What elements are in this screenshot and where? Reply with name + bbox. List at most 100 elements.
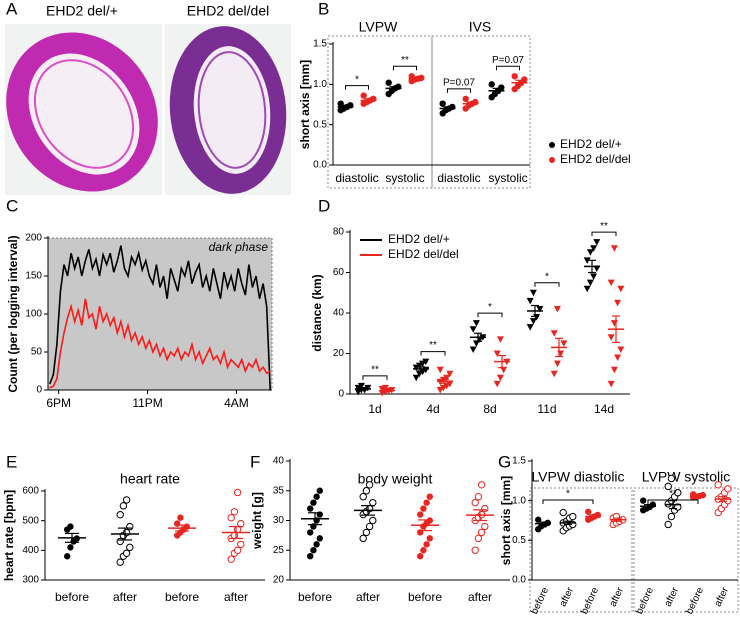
y-tick-label: 50 xyxy=(31,347,43,358)
data-point xyxy=(227,555,235,563)
data-point xyxy=(544,519,551,527)
data-point xyxy=(122,528,131,537)
x-tick-label: after xyxy=(224,590,248,604)
data-point xyxy=(583,257,591,264)
significance-label: ** xyxy=(371,365,379,376)
data-point xyxy=(237,519,245,528)
data-point xyxy=(664,520,672,529)
heart-lumen xyxy=(193,46,271,174)
x-tick-label: 6PM xyxy=(46,396,71,410)
heart-wall xyxy=(197,51,267,169)
significance-label: * xyxy=(545,271,549,282)
y-tick-label: 0.0 xyxy=(313,160,327,171)
x-tick-label: 4d xyxy=(426,402,439,416)
data-point xyxy=(360,92,367,99)
data-point xyxy=(423,499,430,506)
data-point xyxy=(511,73,518,80)
panel-title: heart rate xyxy=(120,471,180,487)
data-point xyxy=(359,493,367,501)
y-tick-label: 1.0 xyxy=(313,79,327,90)
data-point xyxy=(116,511,124,519)
panel-box xyxy=(529,487,633,613)
data-point xyxy=(667,474,676,483)
y-tick-label: 35 xyxy=(273,485,285,496)
panel-box xyxy=(431,35,531,189)
y-tick-label: 30 xyxy=(273,515,285,526)
data-point xyxy=(177,514,184,521)
data-point xyxy=(617,285,625,293)
legend-label: EHD2 del/del xyxy=(560,152,631,166)
y-tick-label: 40 xyxy=(273,456,285,467)
data-point xyxy=(474,534,483,543)
heart-wall xyxy=(33,59,135,169)
x-tick-label: before xyxy=(55,590,89,604)
significance-label: ** xyxy=(401,55,409,66)
y-tick-label: 1.5 xyxy=(512,456,526,467)
data-point xyxy=(585,508,592,515)
data-point xyxy=(481,504,489,513)
data-point xyxy=(313,541,320,548)
data-point xyxy=(316,535,323,542)
significance-bracket xyxy=(447,88,471,93)
data-point xyxy=(583,285,591,293)
data-point xyxy=(469,346,477,353)
data-point xyxy=(362,487,371,495)
significance-bracket xyxy=(496,65,520,71)
data-point xyxy=(183,523,190,530)
data-point xyxy=(607,380,615,388)
data-point xyxy=(237,540,245,549)
data-point xyxy=(126,543,134,552)
data-point xyxy=(63,553,71,560)
significance-bracket xyxy=(591,231,617,237)
data-point xyxy=(586,249,594,256)
y-tick-label: 1.5 xyxy=(313,39,327,50)
y-tick-label: 20 xyxy=(273,575,285,586)
data-point xyxy=(664,482,672,491)
x-tick-label: systolic xyxy=(385,171,424,185)
data-point xyxy=(227,514,235,522)
data-point xyxy=(420,505,427,512)
data-point xyxy=(359,534,367,543)
data-point xyxy=(126,522,134,531)
data-point xyxy=(559,508,567,517)
data-point xyxy=(422,358,430,366)
data-point xyxy=(364,384,372,392)
significance-bracket xyxy=(477,312,503,318)
data-point xyxy=(233,488,242,497)
data-point xyxy=(381,384,389,392)
y-tick-label: 100 xyxy=(25,309,42,320)
y-tick-label: 400 xyxy=(22,545,39,556)
data-point xyxy=(550,370,558,378)
x-tick-label: 1d xyxy=(368,402,381,416)
data-point xyxy=(560,340,568,347)
data-point xyxy=(122,496,131,504)
panel-label: B xyxy=(318,0,329,18)
x-tick-label: after xyxy=(663,585,682,608)
x-tick-label: 14d xyxy=(594,402,614,416)
panel-title: body weight xyxy=(358,471,433,487)
data-point xyxy=(536,305,544,313)
significance-label: ** xyxy=(600,221,608,232)
x-tick-label: after xyxy=(558,585,577,608)
significance-bracket xyxy=(393,65,417,71)
data-point xyxy=(474,493,483,501)
x-tick-label: 4AM xyxy=(224,396,249,410)
data-point xyxy=(365,481,374,489)
significance-bracket xyxy=(542,499,594,504)
significance-label: P=0.07 xyxy=(443,77,475,88)
data-point xyxy=(423,541,430,548)
y-tick-label: 40 xyxy=(333,308,345,319)
data-point xyxy=(471,498,479,507)
data-point xyxy=(493,380,501,388)
data-line xyxy=(49,245,272,391)
data-point xyxy=(310,547,317,554)
data-point xyxy=(488,81,495,88)
legend-label: EHD2 del/+ xyxy=(560,137,622,151)
panel-title: LVPW xyxy=(359,19,398,35)
data-point xyxy=(498,84,505,91)
data-point xyxy=(481,522,489,531)
data-point xyxy=(496,336,504,343)
panel-box xyxy=(633,487,739,613)
data-point xyxy=(724,485,732,493)
data-point xyxy=(590,273,598,281)
